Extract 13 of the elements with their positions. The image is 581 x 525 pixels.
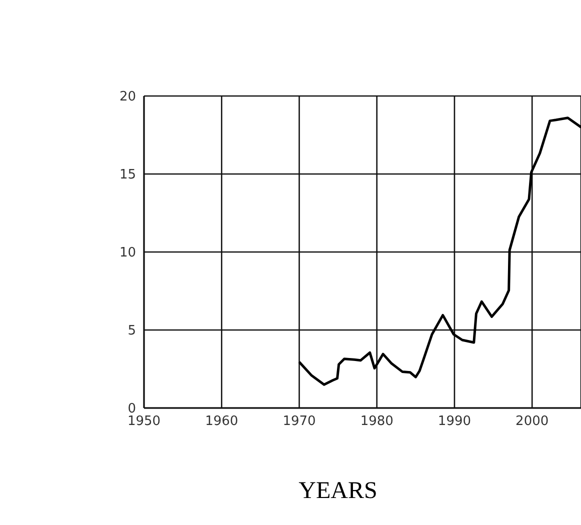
y-tick-label: 15 — [119, 168, 136, 183]
y-tick-label: 10 — [119, 246, 136, 261]
x-tick-label: 2000 — [516, 414, 549, 430]
x-tick-label: 1950 — [127, 414, 161, 430]
y-tick-label: 0 — [128, 402, 136, 417]
y-tick-label: 20 — [119, 90, 136, 105]
x-axis-title: YEARS — [298, 478, 378, 505]
x-tick-label: 1970 — [282, 414, 316, 430]
x-tick-label: 1980 — [360, 414, 394, 430]
line-series — [298, 116, 581, 386]
x-tick-label: 1960 — [205, 414, 238, 430]
y-tick-label: 5 — [128, 324, 136, 339]
x-tick-label: 1990 — [438, 414, 472, 430]
